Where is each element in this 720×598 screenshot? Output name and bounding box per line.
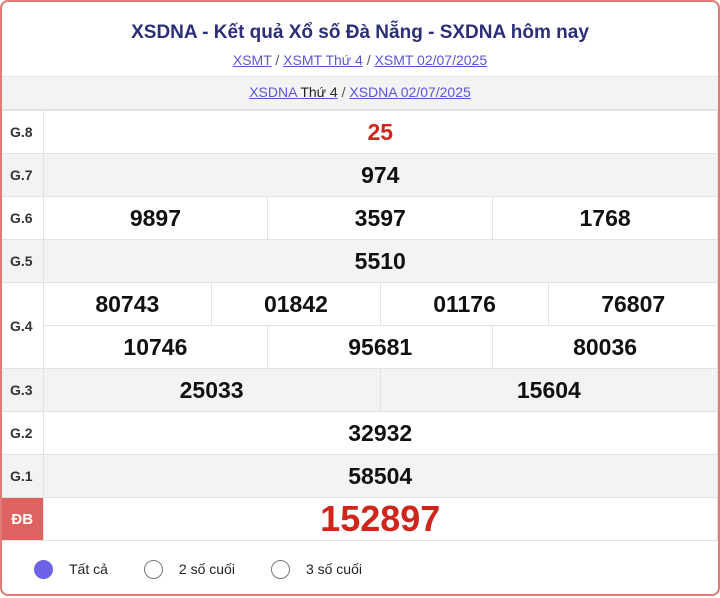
number: 01176	[379, 283, 549, 325]
row-g2: G.2 32932	[2, 411, 718, 455]
prize-label: G.7	[2, 153, 44, 197]
special-number: 152897	[42, 497, 718, 541]
prize-label: G.4	[2, 282, 44, 369]
prize-label-special: ĐB	[2, 497, 44, 541]
number: 25	[42, 110, 718, 154]
number: 58504	[42, 454, 718, 498]
sub-nav: XSDNA Thứ 4 / XSDNA 02/07/2025	[2, 77, 718, 110]
radio-icon[interactable]	[270, 559, 290, 579]
filter-label: 3 số cuối	[305, 561, 362, 577]
link-day: Thứ 4	[300, 84, 338, 100]
filter-all[interactable]: Tất cả	[34, 559, 108, 579]
prize-label: G.1	[2, 454, 44, 498]
number: 974	[42, 153, 718, 197]
row-g6: G.6 9897 3597 1768	[2, 196, 718, 240]
prize-label: G.8	[2, 110, 44, 154]
number: 5510	[42, 239, 718, 283]
number: 01842	[211, 283, 380, 325]
number: 76807	[548, 283, 717, 325]
filter-label: Tất cả	[69, 561, 108, 577]
number: 15604	[379, 369, 717, 411]
link-xsdna-date[interactable]: XSDNA 02/07/2025	[349, 84, 471, 100]
page-title: XSDNA - Kết quả Xổ số Đà Nẵng - SXDNA hô…	[131, 22, 589, 43]
prize-label: G.2	[2, 411, 44, 455]
number: 80743	[95, 290, 160, 317]
row-g1: G.1 58504	[2, 454, 718, 498]
number: 9897	[129, 204, 181, 231]
link-text: XSDNA	[249, 84, 297, 100]
number: 32932	[42, 411, 718, 455]
number: 80036	[492, 326, 717, 368]
number: 25033	[179, 376, 244, 403]
prize-label: G.3	[2, 368, 44, 412]
link-xsmt[interactable]: XSMT	[232, 52, 272, 68]
row-special: ĐB 152897	[2, 497, 718, 541]
filter-label: 2 số cuối	[178, 561, 235, 577]
radio-selected-icon[interactable]	[34, 559, 53, 579]
number: 10746	[123, 333, 188, 360]
number: 95681	[267, 326, 492, 368]
radio-icon[interactable]	[143, 559, 163, 579]
filter-last-2[interactable]: 2 số cuối	[143, 559, 235, 579]
breadcrumb: XSMT / XSMT Thứ 4 / XSMT 02/07/2025	[232, 52, 488, 68]
link-xsdna-thu4[interactable]: XSDNA Thứ 4	[249, 84, 338, 100]
row-g4: G.4 80743 01842 01176 76807 10746 95681 80036	[2, 282, 718, 369]
row-g3: G.3 25033 15604	[2, 368, 718, 412]
number: 1768	[492, 197, 717, 239]
header: XSDNA - Kết quả Xổ số Đà Nẵng - SXDNA hô…	[2, 2, 718, 77]
filter-last-3[interactable]: 3 số cuối	[270, 559, 362, 579]
results-table: G.8 25 G.7 974 G.6 9897 3597 1768 G.5 5510 G.4…	[2, 110, 718, 541]
row-g8: G.8 25	[2, 110, 718, 154]
link-xsmt-date[interactable]: XSMT 02/07/2025	[374, 52, 488, 68]
number: 3597	[267, 197, 492, 239]
prize-label: G.6	[2, 196, 44, 240]
row-g7: G.7 974	[2, 153, 718, 197]
row-g5: G.5 5510	[2, 239, 718, 283]
link-xsmt-thu4[interactable]: XSMT Thứ 4	[283, 52, 363, 68]
digit-filter: Tất cả 2 số cuối 3 số cuối	[2, 541, 718, 594]
prize-label: G.5	[2, 239, 44, 283]
